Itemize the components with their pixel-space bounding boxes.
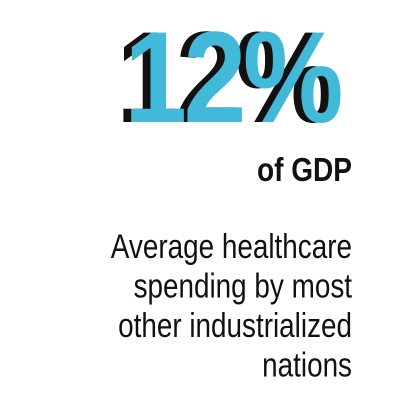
stat-unit-group: of GDP: [257, 152, 352, 189]
description-line: other industrialized: [118, 306, 352, 344]
stat-unit: of GDP: [257, 152, 352, 189]
description-line: Average healthcare: [111, 227, 352, 265]
stat-value: 12%: [124, 5, 341, 150]
description-line: spending by most: [134, 267, 353, 305]
stat-value-shadow: 12%: [116, 5, 333, 150]
description-line: nations: [262, 346, 352, 384]
stat-value-group: 12% 12%: [116, 5, 345, 150]
